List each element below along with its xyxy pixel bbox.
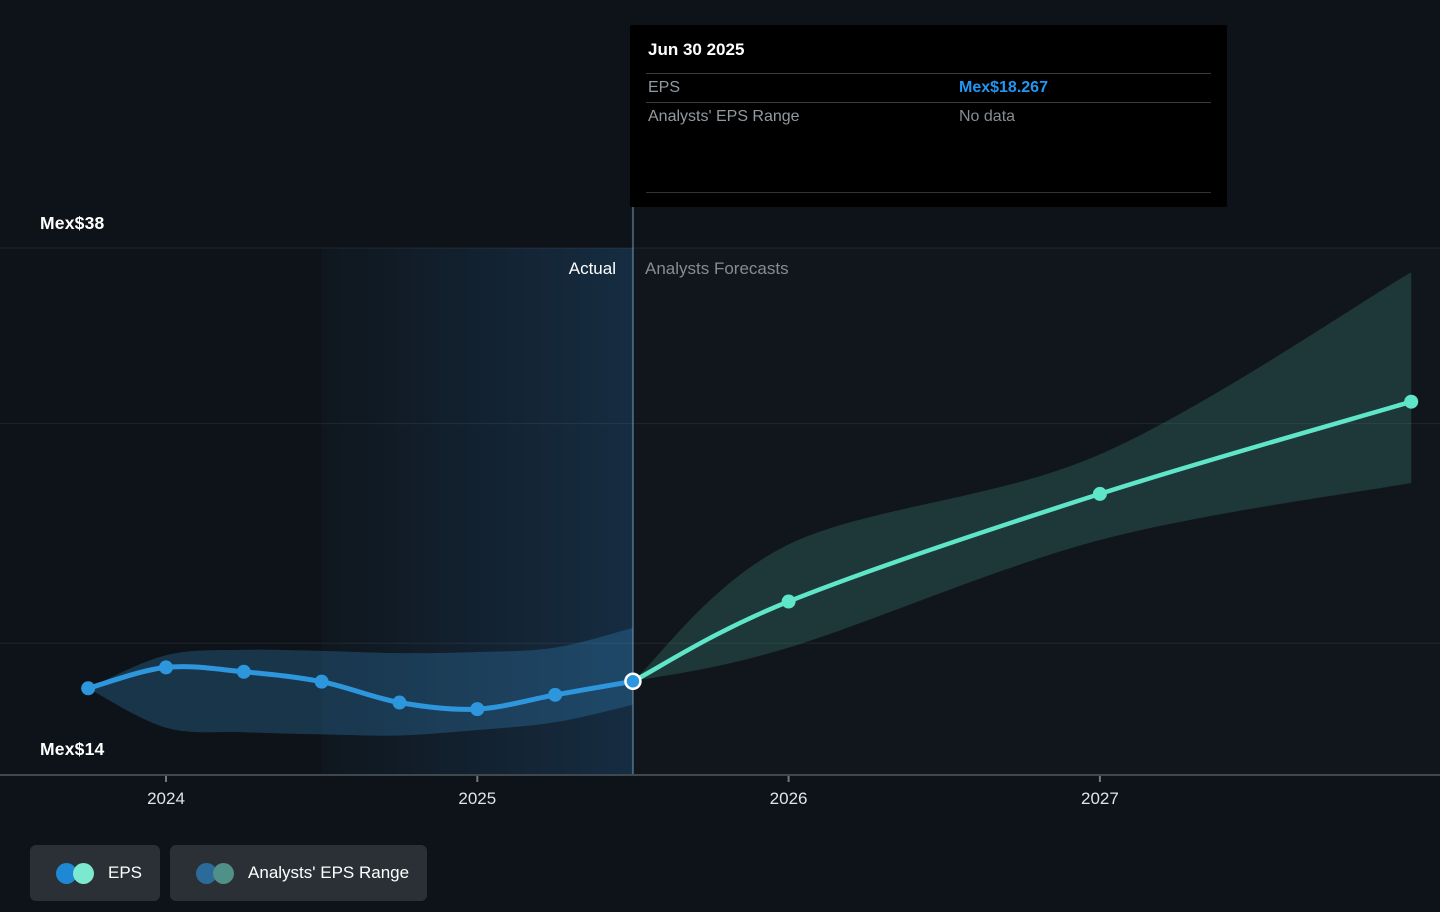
range-blue-dot-icon	[196, 862, 218, 884]
eps-point[interactable]	[81, 681, 96, 696]
actual-label: Actual	[568, 259, 616, 278]
eps-point[interactable]	[392, 695, 407, 710]
x-tick-label-2025: 2025	[458, 789, 496, 808]
legend-eps-label: EPS	[108, 863, 143, 882]
tooltip-date: Jun 30 2025	[646, 25, 1211, 74]
eps-point[interactable]	[470, 702, 485, 717]
range-teal-dot-icon	[213, 862, 235, 884]
legend-eps-range-label: Analysts' EPS Range	[248, 863, 410, 882]
tooltip-eps-label: EPS	[648, 79, 681, 96]
forecast-point[interactable]	[1404, 394, 1419, 409]
legend: EPS Analysts' EPS Range	[30, 845, 428, 901]
y-axis-label-top: Mex$38	[40, 213, 105, 233]
eps-point[interactable]	[236, 664, 251, 679]
eps-point[interactable]	[314, 674, 329, 689]
x-tick-label-2027: 2027	[1081, 789, 1119, 808]
x-tick-label-2026: 2026	[770, 789, 808, 808]
eps-teal-dot-icon	[73, 862, 94, 884]
tooltip-row-range: Analysts' EPS Range No data	[646, 103, 1211, 131]
eps-point[interactable]	[159, 660, 173, 675]
tooltip-row-eps: EPS Mex$18.267	[646, 74, 1211, 103]
forecast-line	[630, 399, 1414, 684]
x-tick-label-2024: 2024	[147, 789, 185, 808]
tooltip-range-value: No data	[959, 108, 1016, 125]
legend-eps-range-button[interactable]: Analysts' EPS Range	[170, 845, 428, 901]
forecast-point[interactable]	[1092, 486, 1107, 501]
forecast-point[interactable]	[781, 594, 796, 609]
tooltip: Jun 30 2025 EPS Mex$18.267 Analysts' EPS…	[630, 25, 1227, 207]
eps-blue-dot-icon	[56, 862, 77, 884]
tooltip-divider	[646, 192, 1211, 193]
highlight-region	[321, 248, 633, 775]
eps-point[interactable]	[548, 687, 563, 702]
forecast-label: Analysts Forecasts	[645, 259, 789, 278]
tooltip-eps-value: Mex$18.267	[959, 79, 1048, 96]
tooltip-range-label: Analysts' EPS Range	[648, 108, 800, 125]
forecast-band	[633, 272, 1412, 682]
legend-eps-button[interactable]: EPS	[30, 845, 161, 901]
current-point[interactable]	[624, 672, 642, 691]
y-axis-label-bottom: Mex$14	[40, 739, 105, 759]
